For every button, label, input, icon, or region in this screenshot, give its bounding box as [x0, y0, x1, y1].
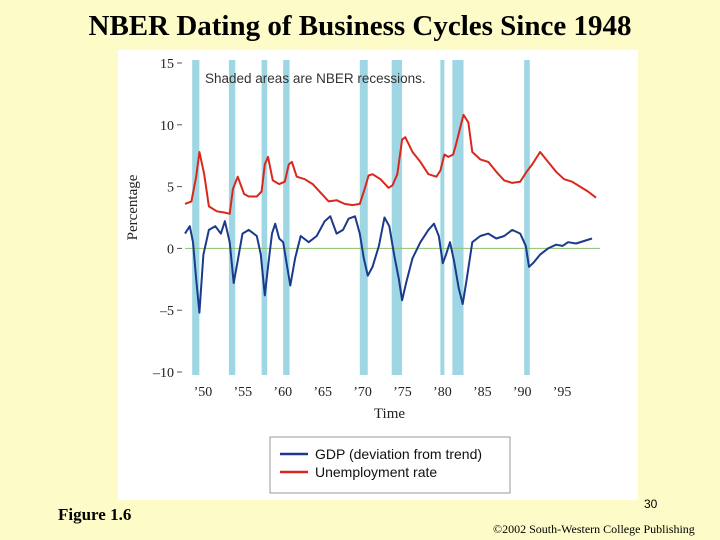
x-tick-label: ’90 — [513, 385, 532, 400]
x-tick-label: ’95 — [553, 385, 572, 400]
legend-label-gdp-line: GDP (deviation from trend) — [315, 446, 482, 462]
recession-band-1 — [228, 60, 236, 375]
recession-band-6 — [440, 60, 445, 375]
y-tick-label: 0 — [167, 242, 174, 257]
y-tick-label: –5 — [159, 304, 174, 319]
x-tick-label: ’70 — [353, 385, 372, 400]
x-tick-label: ’85 — [473, 385, 492, 400]
x-tick-label: ’60 — [273, 385, 292, 400]
slide-title: NBER Dating of Business Cycles Since 194… — [88, 10, 632, 42]
legend-box — [269, 436, 511, 494]
y-tick-label: 10 — [160, 119, 174, 134]
recession-band-7 — [452, 60, 464, 375]
legend-label-unemployment-line: Unemployment rate — [315, 464, 437, 480]
recession-band-4 — [359, 60, 368, 375]
recession-band-0 — [192, 60, 200, 375]
x-tick-label: ’75 — [393, 385, 412, 400]
page-number: 30 — [644, 497, 658, 511]
x-axis-label: Time — [374, 406, 405, 422]
recession-band-8 — [524, 60, 530, 375]
recession-annotation: Shaded areas are NBER recessions. — [205, 71, 426, 86]
figure-label: Figure 1.6 — [58, 505, 132, 524]
chart-area: 15 10 5 0 –5 –10 ’50 ’55 ’60 ’65 ’70 ’75 ’80 ’85 ’90 ’9… — [118, 50, 638, 500]
business-cycle-chart: 15 10 5 0 –5 –10 ’50 ’55 ’60 ’65 ’70 ’75 ’80 ’85 ’90 ’9… — [125, 57, 600, 494]
x-tick-label: ’65 — [313, 385, 332, 400]
recession-band-5 — [391, 60, 403, 375]
y-axis-label: Percentage — [125, 174, 141, 240]
copyright-notice: ©2002 South-Western College Publishing — [493, 522, 695, 536]
x-tick-label: ’80 — [433, 385, 452, 400]
y-tick-label: 15 — [160, 57, 174, 72]
gdp-line — [184, 215, 593, 314]
unemployment-line — [184, 113, 597, 215]
recession-band-2 — [261, 60, 268, 375]
x-tick-label: ’50 — [194, 385, 213, 400]
y-tick-label: 5 — [167, 181, 174, 196]
y-tick-label: –10 — [152, 366, 174, 381]
x-tick-label: ’55 — [234, 385, 253, 400]
recession-band-3 — [283, 60, 290, 375]
